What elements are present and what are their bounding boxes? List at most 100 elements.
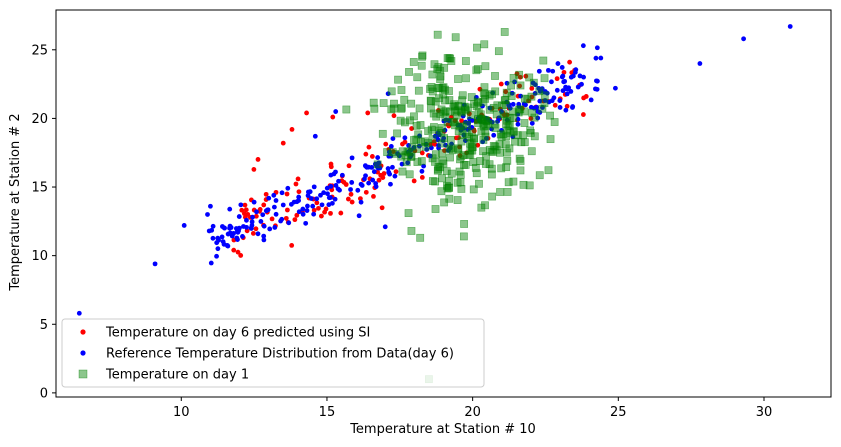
series-3-point-237 [482,152,490,161]
series-2-point-5 [208,203,213,209]
series-3-point-309 [437,187,446,196]
series-3-point-126 [482,121,491,130]
series-3-point-334 [441,85,449,94]
series-2-point-275 [491,132,497,138]
series-3-point-144 [544,166,553,175]
series-3-point-312 [470,134,479,143]
series-1-point-61 [345,196,351,202]
series-3-point-169 [445,145,454,153]
series-3-point-212 [434,165,443,174]
series-1-point-93 [319,213,324,219]
series-3-point-164 [539,56,548,65]
series-3-point-275 [431,97,440,106]
series-2-point-255 [573,67,579,73]
series-3-point-93 [476,157,485,165]
series-3-point-218 [448,146,457,155]
series-2-point-70 [332,196,338,202]
series-1-point-73 [284,191,290,197]
series-3-point-261 [453,196,462,204]
series-2-point-264 [593,55,599,61]
series-1-point-57 [383,141,389,147]
series-3-point-288 [473,65,482,73]
series-1-point-95 [393,169,399,175]
series-1-point-160 [369,154,375,159]
series-2-point-281 [363,173,368,179]
series-3-point-12 [529,78,538,87]
series-2-point-270 [335,186,341,192]
series-3-point-55 [481,62,490,71]
series-3-point-331 [436,163,445,172]
legend-marker-1 [80,329,86,335]
series-1-point-27 [242,202,248,208]
series-2-point-36 [261,233,267,239]
series-2-point-310 [250,214,255,220]
series-2-point-198 [594,86,600,92]
series-3-point-240 [487,170,496,179]
series-3-point-48 [538,104,547,113]
series-2-point-116 [515,121,521,127]
series-2-point-226 [551,95,557,101]
series-3-point-115 [469,185,478,194]
series-1-point-91 [239,207,245,213]
series-2-point-2 [152,261,158,267]
series-1-point-126 [581,95,587,101]
series-3-point-186 [431,150,440,159]
series-2-point-132 [273,198,279,203]
series-1-point-55 [255,157,261,162]
series-2-point-14 [598,55,604,61]
y-tick-label-20: 20 [31,112,48,127]
series-2-point-258 [390,164,395,170]
series-3-point-26 [516,166,525,175]
series-3-point-287 [458,131,467,139]
series-1-point-132 [380,175,386,180]
series-2-point-183 [466,120,471,126]
series-3-point-53 [546,135,555,144]
series-2-point-137 [271,204,277,210]
series-2-point-131 [375,155,381,160]
series-1-point-159 [235,249,241,255]
series-3-point-149 [519,180,528,189]
series-3-point-295 [437,128,446,137]
series-2-point-13 [580,43,586,49]
series-3-point-279 [443,184,452,193]
series-2-point-191 [388,181,393,187]
series-2-point-238 [535,115,541,121]
series-2-point-140 [339,172,345,178]
series-1-point-128 [241,211,247,216]
x-tick-label-20: 20 [464,405,481,420]
series-2-point-199 [214,240,220,246]
series-2-point-39 [311,211,317,217]
series-3-point-54 [417,157,426,165]
series-1-point-48 [311,207,317,213]
series-3-point-301 [441,113,450,122]
series-2-point-8 [251,199,257,205]
series-3-point-229 [436,75,445,84]
series-3-point-311 [454,101,463,110]
series-3-point-325 [491,124,500,132]
series-2-point-17 [741,36,746,42]
series-1-point-149 [517,83,522,89]
series-3-point-158 [413,145,421,153]
series-3-point-35 [525,181,534,190]
x-tick-label-25: 25 [610,405,627,420]
series-3-point-247 [546,111,554,120]
series-3-point-181 [456,178,465,187]
series-3-point-165 [436,66,445,75]
series-3-point-22 [418,51,427,60]
series-3-point-294 [373,160,382,169]
series-1-point-155 [363,151,369,157]
series-3-point-190 [461,106,470,115]
series-3-point-264 [449,118,458,127]
series-3-point-213 [442,167,451,176]
series-3-point-72 [394,75,402,84]
series-3-point-251 [459,151,468,159]
series-3-point-298 [424,139,433,147]
series-3-point-206 [415,104,424,113]
series-2-point-67 [554,87,560,93]
series-3-point-91 [463,120,471,129]
series-3-point-233 [405,170,414,179]
series-2-point-90 [227,206,233,212]
series-3-point-170 [530,113,539,122]
series-3-point-180 [445,194,454,203]
series-1-point-62 [376,177,382,183]
